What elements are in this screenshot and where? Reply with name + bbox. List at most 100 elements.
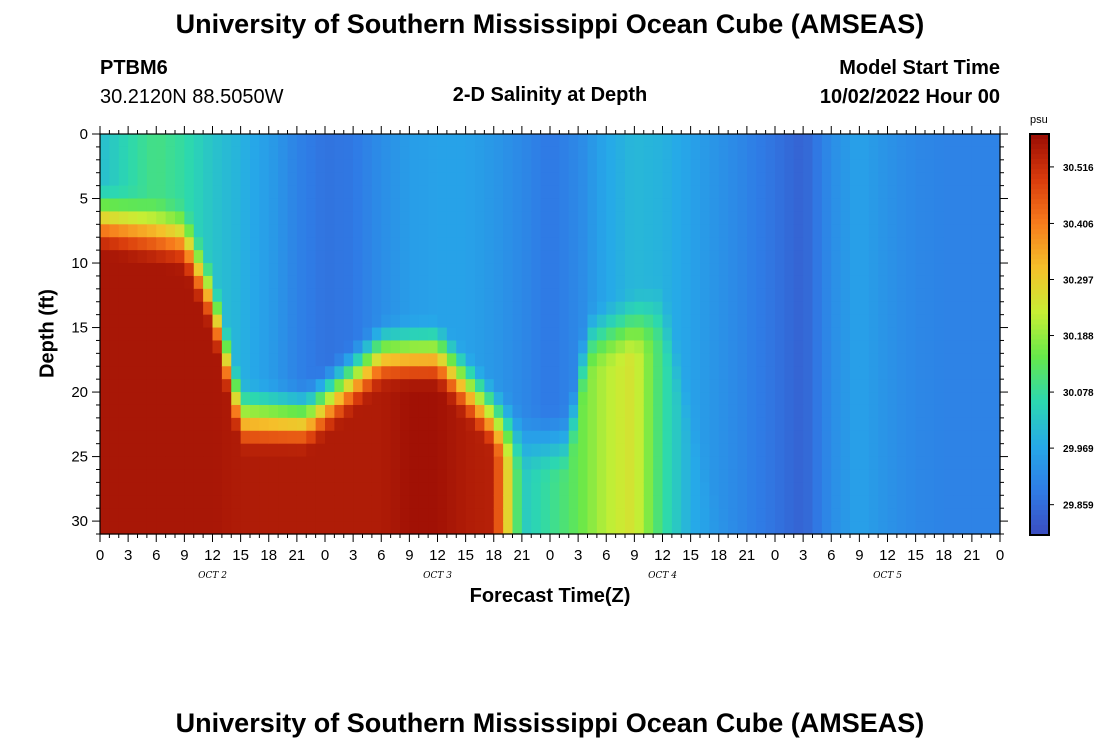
colorbar-swatch xyxy=(1030,184,1049,190)
heatmap-cell xyxy=(784,327,795,342)
heatmap-cell xyxy=(531,314,542,329)
heatmap-cell xyxy=(990,430,1001,445)
colorbar-swatch xyxy=(1030,289,1049,295)
heatmap-cell xyxy=(315,482,326,496)
heatmap-cell xyxy=(325,224,335,238)
heatmap-cell xyxy=(634,185,645,200)
colorbar-swatch xyxy=(1030,519,1049,526)
heatmap-cell xyxy=(128,392,139,406)
heatmap-cell xyxy=(896,198,907,213)
heatmap-cell xyxy=(596,469,607,483)
heatmap-cell xyxy=(268,288,279,303)
heatmap-cell xyxy=(634,379,645,393)
heatmap-cell xyxy=(990,172,1001,187)
heatmap-cell xyxy=(718,275,729,290)
heatmap-cell xyxy=(990,185,1001,200)
heatmap-cell xyxy=(165,456,176,471)
heatmap-cell xyxy=(559,211,570,225)
heatmap-cell xyxy=(943,327,954,342)
heatmap-cell xyxy=(484,237,495,251)
heatmap-cell xyxy=(456,185,467,200)
heatmap-cell xyxy=(709,288,720,303)
heatmap-cell xyxy=(221,404,232,419)
heatmap-cell xyxy=(184,392,195,406)
heatmap-cell xyxy=(484,508,495,522)
heatmap-cell xyxy=(587,430,598,445)
heatmap-cell xyxy=(821,275,832,290)
heatmap-cell xyxy=(296,134,307,148)
heatmap-cell xyxy=(203,353,214,367)
heatmap-cell xyxy=(512,172,523,187)
heatmap-cell xyxy=(568,198,579,213)
heatmap-cell xyxy=(400,508,410,522)
heatmap-cell xyxy=(896,379,907,393)
heatmap-cell xyxy=(671,417,682,432)
heatmap-cell xyxy=(484,379,495,393)
heatmap-cell xyxy=(859,443,870,458)
heatmap-cell xyxy=(821,198,832,213)
heatmap-cell xyxy=(915,404,926,419)
heatmap-cell xyxy=(325,211,335,225)
heatmap-cell xyxy=(437,469,448,483)
heatmap-cell xyxy=(568,237,579,251)
heatmap-cell xyxy=(643,340,654,354)
heatmap-cell xyxy=(962,340,973,354)
heatmap-cell xyxy=(400,301,410,316)
heatmap-cell xyxy=(521,430,532,445)
heatmap-cell xyxy=(184,443,195,458)
heatmap-cell xyxy=(934,404,945,419)
heatmap-cell xyxy=(587,224,598,238)
heatmap-cell xyxy=(475,495,485,509)
heatmap-cell xyxy=(390,275,401,290)
colorbar-swatch xyxy=(1030,424,1049,431)
heatmap-cell xyxy=(840,392,851,406)
heatmap-cell xyxy=(756,379,767,393)
heatmap-cell xyxy=(784,185,795,200)
heatmap-cell xyxy=(990,146,1001,161)
heatmap-cell xyxy=(671,237,682,251)
heatmap-cell xyxy=(353,146,364,161)
heatmap-cell xyxy=(250,224,260,238)
heatmap-cell xyxy=(915,211,926,225)
heatmap-cell xyxy=(625,379,635,393)
heatmap-cell xyxy=(831,482,842,496)
heatmap-cell xyxy=(878,443,889,458)
heatmap-cell xyxy=(521,456,532,471)
colorbar-swatch xyxy=(1030,204,1049,210)
heatmap-cell xyxy=(446,198,457,213)
heatmap-cell xyxy=(362,417,373,432)
heatmap-cell xyxy=(728,250,739,264)
heatmap-cell xyxy=(540,443,551,458)
heatmap-cell xyxy=(728,314,739,329)
heatmap-cell xyxy=(934,211,945,225)
heatmap-cell xyxy=(793,185,804,200)
heatmap-cell xyxy=(943,495,954,509)
heatmap-cell xyxy=(803,443,814,458)
colorbar-swatch xyxy=(1030,454,1049,461)
heatmap-cell xyxy=(793,327,804,342)
heatmap-cell xyxy=(493,224,504,238)
heatmap-cell xyxy=(306,417,317,432)
heatmap-cell xyxy=(390,146,401,161)
heatmap-cell xyxy=(362,250,373,264)
heatmap-cell xyxy=(793,198,804,213)
heatmap-cell xyxy=(653,275,664,290)
heatmap-cell xyxy=(550,224,560,238)
heatmap-cell xyxy=(137,327,148,342)
heatmap-cell xyxy=(775,146,785,161)
heatmap-cell xyxy=(175,185,185,200)
heatmap-cell xyxy=(587,172,598,187)
x-tick-label: 12 xyxy=(654,547,671,564)
heatmap-cell xyxy=(896,224,907,238)
heatmap-cell xyxy=(896,508,907,522)
heatmap-cell xyxy=(175,456,185,471)
heatmap-cell xyxy=(709,340,720,354)
heatmap-cell xyxy=(353,508,364,522)
heatmap-cell xyxy=(662,392,673,406)
heatmap-cell xyxy=(409,250,420,264)
heatmap-cell xyxy=(540,469,551,483)
heatmap-cell xyxy=(109,495,120,509)
heatmap-cell xyxy=(953,263,964,277)
heatmap-cell xyxy=(859,521,870,535)
heatmap-cell xyxy=(934,134,945,148)
